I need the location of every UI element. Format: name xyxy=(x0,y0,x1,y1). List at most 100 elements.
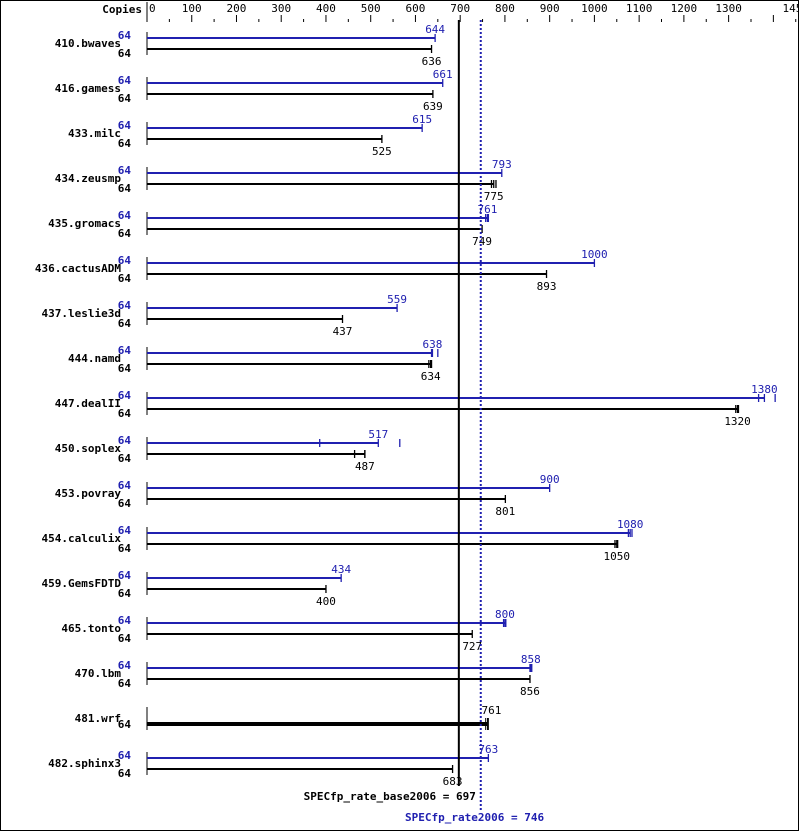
peak-summary-label: SPECfp_rate2006 = 746 xyxy=(405,811,544,824)
tick-label: 900 xyxy=(540,2,560,15)
peak-value-label: 644 xyxy=(425,23,445,36)
base-copies: 64 xyxy=(118,407,132,420)
base-value-label: 775 xyxy=(484,190,504,203)
benchmark-label: 481.wrf xyxy=(75,712,121,725)
peak-value-label: 900 xyxy=(540,473,560,486)
benchmark-label: 450.soplex xyxy=(55,442,122,455)
benchmark-label: 436.cactusADM xyxy=(35,262,121,275)
base-copies: 64 xyxy=(118,587,132,600)
peak-value-label: 1080 xyxy=(617,518,644,531)
tick-label: 1100 xyxy=(626,2,653,15)
peak-value-label: 559 xyxy=(387,293,407,306)
tick-label: 300 xyxy=(271,2,291,15)
tick-label: 500 xyxy=(361,2,381,15)
peak-copies: 64 xyxy=(118,524,132,537)
peak-copies: 64 xyxy=(118,254,132,267)
copies-header: Copies xyxy=(102,3,142,16)
base-value-label: 525 xyxy=(372,145,392,158)
peak-copies: 64 xyxy=(118,344,132,357)
tick-label: 100 xyxy=(182,2,202,15)
base-value-label: 683 xyxy=(443,775,463,788)
peak-value-label: 761 xyxy=(478,203,498,216)
peak-copies: 64 xyxy=(118,29,132,42)
benchmark-label: 416.gamess xyxy=(55,82,121,95)
base-copies: 64 xyxy=(118,452,132,465)
tick-label: 1300 xyxy=(715,2,742,15)
base-value-label: 761 xyxy=(482,704,502,717)
base-value-label: 1320 xyxy=(724,415,751,428)
base-value-label: 400 xyxy=(316,595,336,608)
benchmark-label: 433.milc xyxy=(68,127,121,140)
peak-copies: 64 xyxy=(118,389,132,402)
peak-copies: 64 xyxy=(118,569,132,582)
benchmark-label: 444.namd xyxy=(68,352,121,365)
base-copies: 64 xyxy=(118,718,132,731)
peak-value-label: 1000 xyxy=(581,248,608,261)
tick-label: 1450 xyxy=(782,2,799,15)
tick-label: 200 xyxy=(227,2,247,15)
base-copies: 64 xyxy=(118,362,132,375)
base-value-label: 856 xyxy=(520,685,540,698)
base-copies: 64 xyxy=(118,542,132,555)
base-copies: 64 xyxy=(118,632,132,645)
benchmark-label: 435.gromacs xyxy=(48,217,121,230)
base-value-label: 639 xyxy=(423,100,443,113)
tick-label: 0 xyxy=(149,2,156,15)
base-copies: 64 xyxy=(118,767,132,780)
tick-label: 800 xyxy=(495,2,515,15)
base-value-label: 636 xyxy=(422,55,442,68)
base-copies: 64 xyxy=(118,272,132,285)
peak-value-label: 793 xyxy=(492,158,512,171)
peak-value-label: 1380 xyxy=(751,383,778,396)
tick-label: 700 xyxy=(450,2,470,15)
base-value-label: 727 xyxy=(462,640,482,653)
peak-copies: 64 xyxy=(118,479,132,492)
peak-value-label: 661 xyxy=(433,68,453,81)
benchmark-label: 453.povray xyxy=(55,487,122,500)
peak-copies: 64 xyxy=(118,299,132,312)
benchmark-label: 447.dealII xyxy=(55,397,121,410)
peak-value-label: 858 xyxy=(521,653,541,666)
benchmark-label: 459.GemsFDTD xyxy=(42,577,122,590)
peak-value-label: 517 xyxy=(368,428,388,441)
tick-label: 600 xyxy=(406,2,426,15)
peak-value-label: 800 xyxy=(495,608,515,621)
base-copies: 64 xyxy=(118,182,132,195)
base-value-label: 487 xyxy=(355,460,375,473)
base-copies: 64 xyxy=(118,137,132,150)
base-copies: 64 xyxy=(118,47,132,60)
base-value-label: 749 xyxy=(472,235,492,248)
base-value-label: 634 xyxy=(421,370,441,383)
tick-label: 1200 xyxy=(671,2,698,15)
base-summary-label: SPECfp_rate_base2006 = 697 xyxy=(304,790,476,803)
benchmark-label: 437.leslie3d xyxy=(42,307,121,320)
peak-copies: 64 xyxy=(118,209,132,222)
peak-value-label: 434 xyxy=(331,563,351,576)
benchmark-label: 454.calculix xyxy=(42,532,122,545)
base-copies: 64 xyxy=(118,227,132,240)
benchmark-label: 482.sphinx3 xyxy=(48,757,121,770)
peak-value-label: 763 xyxy=(478,743,498,756)
base-copies: 64 xyxy=(118,317,132,330)
base-copies: 64 xyxy=(118,497,132,510)
peak-copies: 64 xyxy=(118,164,132,177)
benchmark-label: 434.zeusmp xyxy=(55,172,122,185)
peak-copies: 64 xyxy=(118,614,132,627)
peak-copies: 64 xyxy=(118,119,132,132)
